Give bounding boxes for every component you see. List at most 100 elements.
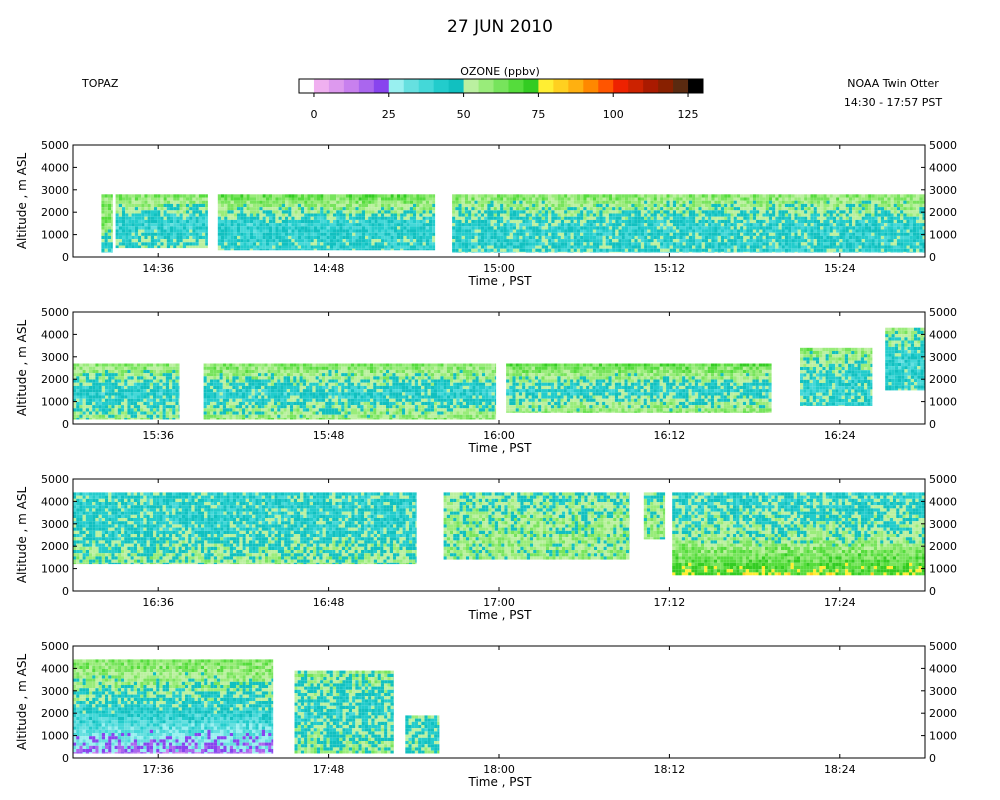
y-tick-label-right: 4000 [929, 662, 957, 675]
colorbar-swatch [479, 79, 494, 93]
x-tick-label: 15:36 [142, 429, 174, 442]
y-tick-label: 5000 [41, 473, 69, 486]
colorbar-swatch [673, 79, 688, 93]
colorbar-swatch [389, 79, 404, 93]
curtain-segment [73, 492, 417, 564]
curtain-segment [73, 364, 180, 420]
x-tick-label: 16:36 [142, 596, 174, 609]
panels: 0 0 1000 1000 2000 2000 3000 3000 4000 4000 5000 50… [15, 139, 957, 789]
x-tick-label: 15:24 [824, 262, 856, 275]
y-axis-label: Altitude , m ASL [15, 487, 29, 584]
x-axis-label: Time , PST [468, 441, 533, 455]
curtain-segment [885, 328, 925, 391]
y-tick-label-right: 5000 [929, 306, 957, 319]
y-tick-label-right: 3000 [929, 518, 957, 531]
y-tick-label-right: 4000 [929, 495, 957, 508]
y-tick-label: 2000 [41, 540, 69, 553]
curtain-segment [506, 364, 771, 413]
y-tick-label: 4000 [41, 662, 69, 675]
platform-label: NOAA Twin Otter [847, 77, 939, 90]
colorbar-swatch [464, 79, 479, 93]
colorbar-swatch [449, 79, 464, 93]
colorbar-swatch [314, 79, 329, 93]
curtain-segment [218, 194, 435, 250]
curtain-segment [405, 715, 439, 753]
x-tick-label: 17:36 [142, 763, 174, 776]
y-tick-label: 2000 [41, 206, 69, 219]
colorbar-swatch [538, 79, 553, 93]
x-tick-label: 17:24 [824, 596, 856, 609]
y-tick-label: 3000 [41, 685, 69, 698]
y-tick-label-right: 2000 [929, 206, 957, 219]
y-tick-label-right: 2000 [929, 707, 957, 720]
y-tick-label-right: 0 [929, 752, 936, 765]
colorbar-swatch [374, 79, 389, 93]
y-tick-label-right: 2000 [929, 373, 957, 386]
y-tick-label: 0 [62, 585, 69, 598]
x-tick-label: 15:12 [654, 262, 686, 275]
colorbar-swatch [688, 79, 703, 93]
colorbar-swatch [628, 79, 643, 93]
x-tick-label: 14:48 [313, 262, 345, 275]
panel-3: 0 0 1000 1000 2000 2000 3000 3000 4000 4000 5000 50… [15, 473, 957, 622]
x-tick-label: 17:12 [654, 596, 686, 609]
y-tick-label: 5000 [41, 139, 69, 152]
curtain-segment [204, 364, 496, 420]
colorbar-swatch [329, 79, 344, 93]
y-tick-label: 1000 [41, 563, 69, 576]
curtain-segment [644, 492, 665, 539]
y-tick-label: 2000 [41, 373, 69, 386]
colorbar-swatch [344, 79, 359, 93]
curtain-segment [800, 348, 872, 406]
x-tick-label: 16:48 [313, 596, 345, 609]
y-tick-label: 0 [62, 752, 69, 765]
colorbar-swatch [434, 79, 449, 93]
y-tick-label-right: 0 [929, 418, 936, 431]
y-tick-label-right: 3000 [929, 184, 957, 197]
x-tick-label: 16:12 [654, 429, 686, 442]
y-tick-label-right: 1000 [929, 396, 957, 409]
y-tick-label: 1000 [41, 229, 69, 242]
y-tick-label: 4000 [41, 495, 69, 508]
y-tick-label: 0 [62, 251, 69, 264]
curtain-segment [444, 492, 630, 559]
colorbar-swatch [553, 79, 568, 93]
colorbar-tick-label: 100 [603, 108, 624, 121]
y-tick-label-right: 0 [929, 585, 936, 598]
y-axis-label: Altitude , m ASL [15, 320, 29, 417]
curtain-segment [101, 194, 112, 252]
colorbar-swatch [299, 79, 314, 93]
y-tick-label-right: 0 [929, 251, 936, 264]
x-axis-label: Time , PST [468, 775, 533, 789]
colorbar-swatch [419, 79, 434, 93]
y-tick-label: 4000 [41, 161, 69, 174]
curtain-segment [672, 492, 925, 575]
curtain-segment [295, 671, 394, 754]
panel-frame [73, 312, 925, 424]
colorbar-tick-label: 125 [678, 108, 699, 121]
colorbar-swatch [658, 79, 673, 93]
y-tick-label: 3000 [41, 518, 69, 531]
ozone-lidar-figure: 27 JUN 2010 TOPAZ NOAA Twin Otter 14:30 … [0, 0, 1000, 800]
colorbar: 0 25 50 75 100 125 [299, 79, 703, 121]
y-tick-label-right: 2000 [929, 540, 957, 553]
y-tick-label-right: 3000 [929, 685, 957, 698]
x-tick-label: 15:48 [313, 429, 345, 442]
colorbar-swatch [508, 79, 523, 93]
curtain-segment [73, 659, 273, 753]
y-tick-label: 2000 [41, 707, 69, 720]
y-tick-label: 5000 [41, 640, 69, 653]
y-tick-label: 0 [62, 418, 69, 431]
y-tick-label-right: 1000 [929, 563, 957, 576]
colorbar-label: OZONE (ppbv) [460, 65, 540, 78]
colorbar-swatch [494, 79, 509, 93]
colorbar-tick-label: 50 [457, 108, 471, 121]
y-tick-label: 3000 [41, 184, 69, 197]
figure-title: 27 JUN 2010 [447, 17, 553, 37]
y-tick-label-right: 3000 [929, 351, 957, 364]
y-axis-label: Altitude , m ASL [15, 654, 29, 751]
time-range-label: 14:30 - 17:57 PST [844, 96, 942, 109]
y-tick-label-right: 5000 [929, 473, 957, 486]
